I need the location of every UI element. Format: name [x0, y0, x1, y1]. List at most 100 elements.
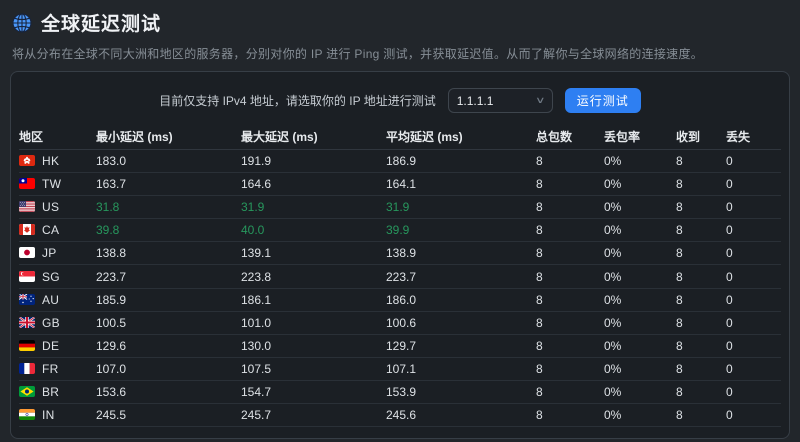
min-latency-cell: 245.5 — [96, 408, 127, 423]
loss-rate-cell: 0% — [604, 177, 622, 192]
max-latency-cell: 154.7 — [241, 384, 272, 399]
avg-latency-cell: 186.9 — [386, 154, 417, 169]
received-cell: 8 — [676, 408, 683, 423]
loss-rate-cell: 0% — [604, 154, 622, 169]
region-cell: GB — [19, 316, 96, 330]
received-cell: 8 — [676, 154, 683, 169]
max-latency-cell: 31.9 — [241, 200, 265, 215]
loss-rate-cell: 0% — [604, 223, 622, 238]
received-cell: 8 — [676, 361, 683, 376]
page-description: 将从分布在全球不同大洲和地区的服务器，分别对你的 IP 进行 Ping 测试，并… — [12, 47, 704, 61]
globe-icon — [12, 12, 32, 33]
table-row: CA 39.8 40.0 39.9 8 0% 8 0 — [19, 219, 781, 243]
max-latency-cell: 139.1 — [241, 246, 272, 261]
region-code: SG — [42, 269, 60, 284]
region-cell: JP — [19, 246, 96, 260]
region-code: AU — [42, 292, 60, 307]
lost-cell: 0 — [726, 338, 733, 353]
table-row: FR 107.0 107.5 107.1 8 0% 8 0 — [19, 358, 781, 381]
max-latency-cell: 107.5 — [241, 361, 272, 376]
loss-rate-cell: 0% — [604, 246, 622, 261]
region-cell: BR — [19, 385, 96, 399]
max-latency-cell: 164.6 — [241, 177, 272, 192]
fr-flag-icon — [19, 362, 35, 374]
min-latency-cell: 183.0 — [96, 154, 127, 169]
table-row: SG 223.7 223.8 223.7 8 0% 8 0 — [19, 265, 781, 289]
lost-cell: 0 — [726, 177, 733, 192]
run-test-button[interactable]: 运行测试 — [564, 88, 641, 113]
ip-select-label: 目前仅支持 IPv4 地址，请选取你的 IP 地址进行测试 — [159, 94, 436, 108]
lost-cell: 0 — [726, 200, 733, 215]
received-cell: 8 — [676, 269, 683, 284]
received-cell: 8 — [676, 223, 683, 238]
lost-cell: 0 — [726, 384, 733, 399]
avg-latency-cell: 100.6 — [386, 315, 417, 330]
app-header: 全球延迟测试 — [0, 0, 800, 36]
column-header-0: 地区 — [19, 130, 44, 144]
region-cell: HK — [19, 154, 96, 168]
column-header-6: 收到 — [676, 130, 701, 144]
min-latency-cell: 39.8 — [96, 223, 120, 238]
avg-latency-cell: 138.9 — [386, 246, 417, 261]
max-latency-cell: 191.9 — [241, 154, 272, 169]
region-code: IN — [42, 408, 55, 423]
region-code: US — [42, 200, 60, 215]
sg-flag-icon — [19, 270, 35, 282]
received-cell: 8 — [676, 315, 683, 330]
loss-rate-cell: 0% — [604, 361, 622, 376]
min-latency-cell: 129.6 — [96, 338, 127, 353]
avg-latency-cell: 245.6 — [386, 408, 417, 423]
region-code: CA — [42, 223, 60, 238]
page-title: 全球延迟测试 — [41, 14, 162, 35]
loss-rate-cell: 0% — [604, 315, 622, 330]
loss-rate-cell: 0% — [604, 338, 622, 353]
region-code: JP — [42, 246, 57, 261]
max-latency-cell: 245.7 — [241, 408, 272, 423]
received-cell: 8 — [676, 338, 683, 353]
received-cell: 8 — [676, 292, 683, 307]
jp-flag-icon — [19, 247, 35, 259]
loss-rate-cell: 0% — [604, 200, 622, 215]
min-latency-cell: 31.8 — [96, 200, 120, 215]
loss-rate-cell: 0% — [604, 384, 622, 399]
lost-cell: 0 — [726, 246, 733, 261]
ip-select[interactable]: 1.1.1.1 ∨ — [447, 88, 553, 113]
avg-latency-cell: 129.7 — [386, 338, 417, 353]
loss-rate-cell: 0% — [604, 269, 622, 284]
ip-select-value: 1.1.1.1 — [456, 93, 494, 108]
tw-flag-icon — [19, 178, 35, 190]
avg-latency-cell: 164.1 — [386, 177, 417, 192]
gb-flag-icon — [19, 316, 35, 328]
total-packets-cell: 8 — [536, 177, 543, 192]
column-header-2: 最大延迟 (ms) — [241, 130, 318, 144]
received-cell: 8 — [676, 384, 683, 399]
lost-cell: 0 — [726, 292, 733, 307]
min-latency-cell: 153.6 — [96, 384, 127, 399]
region-code: BR — [42, 384, 60, 399]
lost-cell: 0 — [726, 269, 733, 284]
avg-latency-cell: 31.9 — [386, 200, 410, 215]
max-latency-cell: 223.8 — [241, 269, 272, 284]
lost-cell: 0 — [726, 154, 733, 169]
total-packets-cell: 8 — [536, 223, 543, 238]
received-cell: 8 — [676, 177, 683, 192]
total-packets-cell: 8 — [536, 338, 543, 353]
max-latency-cell: 186.1 — [241, 292, 272, 307]
br-flag-icon — [19, 385, 35, 397]
max-latency-cell: 101.0 — [241, 315, 272, 330]
region-cell: TW — [19, 177, 96, 191]
received-cell: 8 — [676, 200, 683, 215]
table-row: TW 163.7 164.6 164.1 8 0% 8 0 — [19, 173, 781, 197]
table-row: DE 129.6 130.0 129.7 8 0% 8 0 — [19, 335, 781, 358]
us-flag-icon — [19, 201, 35, 213]
region-cell: SG — [19, 270, 96, 284]
region-cell: DE — [19, 339, 96, 353]
max-latency-cell: 130.0 — [241, 338, 272, 353]
table-row: JP 138.8 139.1 138.9 8 0% 8 0 — [19, 242, 781, 266]
latency-test-panel: 目前仅支持 IPv4 地址，请选取你的 IP 地址进行测试 1.1.1.1 ∨ … — [10, 71, 790, 439]
table-row: BR 153.6 154.7 153.9 8 0% 8 0 — [19, 381, 781, 405]
total-packets-cell: 8 — [536, 246, 543, 261]
column-header-7: 丢失 — [726, 130, 751, 144]
total-packets-cell: 8 — [536, 315, 543, 330]
total-packets-cell: 8 — [536, 154, 543, 169]
